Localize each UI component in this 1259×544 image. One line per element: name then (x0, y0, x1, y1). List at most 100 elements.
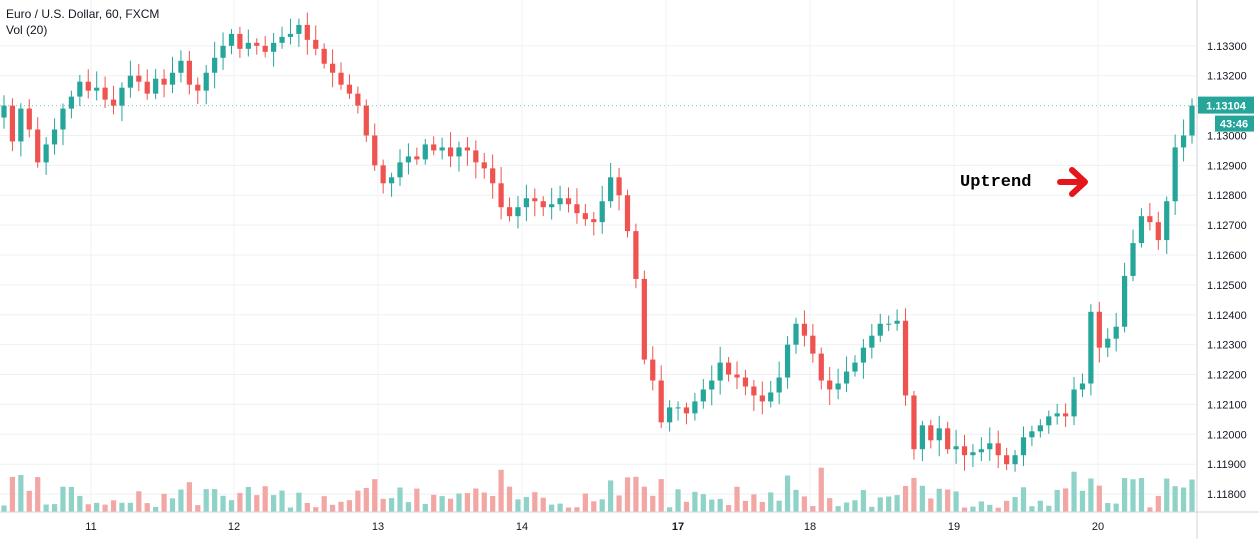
volume-bar (1046, 505, 1052, 512)
volume-bar (1096, 485, 1102, 512)
volume-bar (1105, 503, 1111, 512)
candle-body (532, 198, 538, 202)
y-tick-label: 1.13300 (1207, 41, 1247, 53)
x-tick-label: 12 (228, 521, 240, 533)
y-tick-label: 1.12700 (1207, 220, 1247, 232)
candle-body (557, 198, 563, 205)
candle-body (136, 75, 142, 82)
candle-body (1164, 201, 1170, 241)
candle-body (1079, 383, 1086, 390)
candle-body (279, 36, 285, 43)
candle-body (616, 177, 622, 196)
volume-bar (734, 486, 740, 512)
volume-bar (355, 490, 361, 512)
volume-bar (228, 500, 235, 512)
volume-bar (60, 486, 66, 512)
candle-body (447, 147, 454, 157)
volume-bar (94, 502, 100, 512)
volume-bar (1029, 506, 1035, 512)
candle-body (1054, 413, 1060, 417)
volume-bar (641, 486, 647, 512)
volume-bar (127, 502, 133, 512)
volume-bar (363, 487, 369, 512)
volume-bar (498, 469, 504, 512)
volume-bar (473, 488, 479, 512)
candle-body (591, 219, 597, 223)
candle-body (667, 407, 673, 423)
volume-bar (1172, 486, 1178, 512)
candle-body (296, 24, 302, 34)
candle-body (254, 42, 260, 46)
candle-body (405, 156, 412, 163)
volume-bar (1088, 478, 1094, 512)
volume-bar (776, 500, 782, 512)
x-tick-label: 18 (804, 521, 816, 533)
candle-body (902, 320, 909, 396)
volume-bar (304, 502, 310, 512)
candle-body (388, 177, 395, 184)
volume-bar (700, 494, 706, 512)
last-price-box (1198, 96, 1254, 114)
candle-body (574, 204, 580, 214)
candle-body (380, 165, 386, 184)
candle-body (793, 323, 799, 345)
volume-bar (431, 494, 437, 512)
volume-bar (1079, 490, 1086, 512)
candle-body (953, 446, 959, 450)
candle-body (1105, 338, 1111, 348)
candle-body (363, 105, 369, 136)
candle-body (329, 63, 336, 73)
candle-body (1071, 389, 1077, 417)
candle-body (94, 87, 100, 91)
volume-bar (692, 491, 698, 512)
candle-body (768, 392, 774, 402)
volume-bar (793, 489, 799, 512)
volume-bar (195, 505, 201, 512)
volume-bar (801, 496, 808, 512)
volume-bar (978, 501, 984, 512)
candle-body (1113, 326, 1119, 339)
candle-body (970, 452, 976, 456)
volume-bar (608, 480, 614, 512)
candle-body (725, 362, 732, 375)
candle-body (195, 84, 201, 91)
volume-bar (9, 476, 16, 512)
candle-body (1088, 311, 1094, 384)
candle-body (523, 198, 529, 208)
x-tick-label: 13 (372, 521, 384, 533)
candle-body (338, 72, 344, 85)
countdown-label: 43:46 (1220, 119, 1248, 131)
volume-bar (970, 506, 976, 512)
volume-bar (102, 504, 108, 512)
candle-body (304, 24, 310, 40)
candle-body (1029, 431, 1035, 438)
candle-body (355, 93, 361, 106)
volume-bar (203, 489, 209, 512)
candle-body (85, 81, 91, 91)
candle-body (422, 144, 428, 160)
y-tick-label: 1.12200 (1207, 370, 1247, 382)
volume-bar (582, 493, 588, 512)
candle-body (431, 144, 437, 151)
volume-bar (928, 498, 934, 512)
volume-bar (961, 507, 968, 512)
candle-body (675, 407, 681, 409)
y-tick-label: 1.13000 (1207, 130, 1247, 142)
candle-body (717, 362, 723, 381)
candle-body (18, 108, 24, 142)
volume-bar (709, 499, 715, 512)
volume-bar (827, 498, 833, 512)
volume-bar (237, 492, 243, 512)
candle-body (77, 81, 83, 97)
candle-body (60, 108, 66, 130)
volume-bar (523, 496, 529, 512)
volume-bar (869, 506, 875, 512)
volume-indicator-label: Vol (20) (6, 23, 48, 37)
chart-title: Euro / U.S. Dollar, 60, FXCM (6, 7, 160, 21)
volume-bar (574, 507, 580, 512)
candle-body (936, 428, 942, 441)
candle-body (35, 129, 41, 163)
volume-bar (1054, 490, 1060, 512)
